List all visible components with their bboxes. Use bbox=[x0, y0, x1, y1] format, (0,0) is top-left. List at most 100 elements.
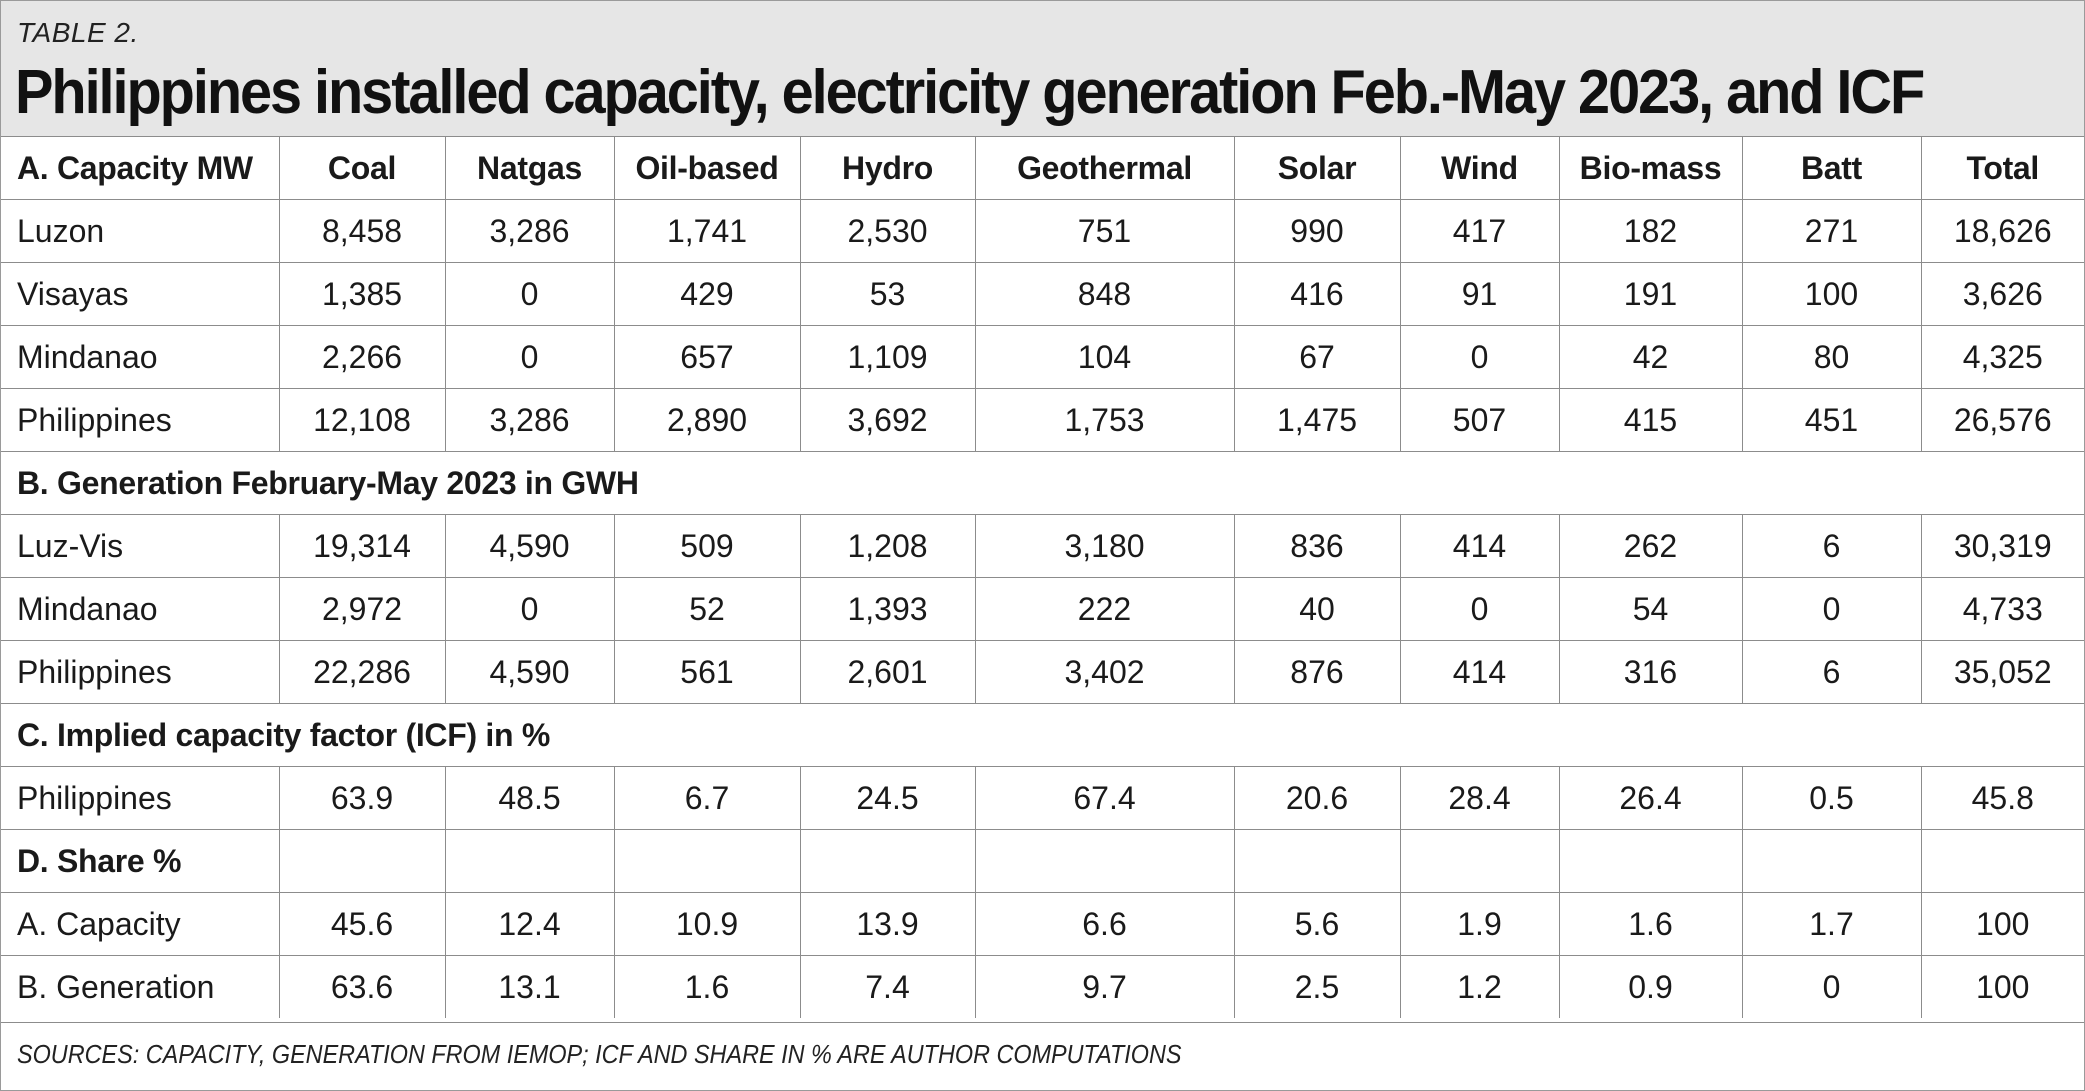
section-d-heading: D. Share % bbox=[1, 829, 279, 893]
table-cell: 3,402 bbox=[974, 640, 1234, 704]
table-cell: 0 bbox=[444, 325, 614, 389]
empty-cell bbox=[799, 829, 975, 893]
table-cell: 316 bbox=[1558, 640, 1742, 704]
table-cell: 42 bbox=[1558, 325, 1742, 389]
table-cell: 561 bbox=[613, 640, 800, 704]
table-cell: 24.5 bbox=[799, 766, 975, 830]
table-cell: 414 bbox=[1399, 640, 1559, 704]
section-row: C. Implied capacity factor (ICF) in % bbox=[1, 703, 2084, 767]
row-label: Philippines bbox=[1, 640, 279, 704]
empty-cell bbox=[1741, 829, 1921, 893]
column-header: Solar bbox=[1233, 136, 1400, 200]
table-cell: 6.6 bbox=[974, 892, 1234, 956]
table-cell: 0.9 bbox=[1558, 955, 1742, 1018]
column-header: Batt bbox=[1741, 136, 1921, 200]
table-cell: 12.4 bbox=[444, 892, 614, 956]
table-cell: 429 bbox=[613, 262, 800, 326]
table-cell: 2,972 bbox=[278, 577, 445, 641]
table-cell: 657 bbox=[613, 325, 800, 389]
table-cell: 80 bbox=[1741, 325, 1921, 389]
empty-cell bbox=[1233, 829, 1400, 893]
table-row: Luz-Vis 19,314 4,590 509 1,208 3,180 836 414 262… bbox=[1, 514, 2084, 578]
table-cell: 3,180 bbox=[974, 514, 1234, 578]
table-title: Philippines installed capacity, electric… bbox=[15, 58, 1925, 127]
table-cell: 1,741 bbox=[613, 199, 800, 263]
table-cell: 22,286 bbox=[278, 640, 445, 704]
table-cell: 35,052 bbox=[1920, 640, 2084, 704]
table-cell: 104 bbox=[974, 325, 1234, 389]
source-note: SOURCES: CAPACITY, GENERATION FROM IEMOP… bbox=[1, 1022, 2084, 1091]
table-cell: 0 bbox=[1399, 325, 1559, 389]
table-cell: 507 bbox=[1399, 388, 1559, 452]
table-row: Mindanao 2,972 0 52 1,393 222 40 0 54 0 4,733 bbox=[1, 577, 2084, 641]
row-label: Visayas bbox=[1, 262, 279, 326]
table-cell: 1,109 bbox=[799, 325, 975, 389]
table-cell: 836 bbox=[1233, 514, 1400, 578]
empty-cell bbox=[444, 829, 614, 893]
table-cell: 6 bbox=[1741, 514, 1921, 578]
table-cell: 5.6 bbox=[1233, 892, 1400, 956]
table-cell: 182 bbox=[1558, 199, 1742, 263]
table-cell: 262 bbox=[1558, 514, 1742, 578]
header-row: A. Capacity MW Coal Natgas Oil-based Hyd… bbox=[1, 136, 2084, 200]
table-cell: 18,626 bbox=[1920, 199, 2084, 263]
table-cell: 8,458 bbox=[278, 199, 445, 263]
column-header: Total bbox=[1920, 136, 2084, 200]
table-cell: 10.9 bbox=[613, 892, 800, 956]
column-header: Oil-based bbox=[613, 136, 800, 200]
table-cell: 100 bbox=[1741, 262, 1921, 326]
table-cell: 415 bbox=[1558, 388, 1742, 452]
table-cell: 91 bbox=[1399, 262, 1559, 326]
column-header: Bio-mass bbox=[1558, 136, 1742, 200]
table-cell: 1,393 bbox=[799, 577, 975, 641]
table-cell: 26,576 bbox=[1920, 388, 2084, 452]
table-row: Philippines 12,108 3,286 2,890 3,692 1,753 1,4… bbox=[1, 388, 2084, 452]
table-header-band: TABLE 2. Philippines installed capacity,… bbox=[1, 1, 2084, 136]
table-cell: 191 bbox=[1558, 262, 1742, 326]
table-cell: 63.6 bbox=[278, 955, 445, 1018]
column-header: Hydro bbox=[799, 136, 975, 200]
table-cell: 9.7 bbox=[974, 955, 1234, 1018]
table-cell: 417 bbox=[1399, 199, 1559, 263]
table-cell: 4,590 bbox=[444, 640, 614, 704]
empty-cell bbox=[613, 829, 800, 893]
table-cell: 2,601 bbox=[799, 640, 975, 704]
table-cell: 0 bbox=[444, 577, 614, 641]
row-label: Philippines bbox=[1, 388, 279, 452]
table-cell: 4,325 bbox=[1920, 325, 2084, 389]
table-cell: 1,753 bbox=[974, 388, 1234, 452]
table-cell: 67.4 bbox=[974, 766, 1234, 830]
column-header: Geothermal bbox=[974, 136, 1234, 200]
table-cell: 1.6 bbox=[613, 955, 800, 1018]
empty-cell bbox=[1558, 829, 1742, 893]
empty-cell bbox=[278, 829, 445, 893]
row-label: Luzon bbox=[1, 199, 279, 263]
table-cell: 54 bbox=[1558, 577, 1742, 641]
row-label: B. Generation bbox=[1, 955, 279, 1018]
table-cell: 26.4 bbox=[1558, 766, 1742, 830]
table-cell: 2,890 bbox=[613, 388, 800, 452]
data-table: A. Capacity MW Coal Natgas Oil-based Hyd… bbox=[1, 136, 2084, 1018]
row-label: A. Capacity bbox=[1, 892, 279, 956]
empty-cell bbox=[1920, 829, 2084, 893]
table-cell: 40 bbox=[1233, 577, 1400, 641]
table-cell: 848 bbox=[974, 262, 1234, 326]
table-cell: 1,475 bbox=[1233, 388, 1400, 452]
table-cell: 13.9 bbox=[799, 892, 975, 956]
table-cell: 3,286 bbox=[444, 199, 614, 263]
table-cell: 53 bbox=[799, 262, 975, 326]
table-row: B. Generation 63.6 13.1 1.6 7.4 9.7 2.5 1.2 0.9 0… bbox=[1, 955, 2084, 1018]
table-cell: 1.2 bbox=[1399, 955, 1559, 1018]
table-cell: 1,208 bbox=[799, 514, 975, 578]
table-cell: 1,385 bbox=[278, 262, 445, 326]
table-cell: 7.4 bbox=[799, 955, 975, 1018]
section-row: B. Generation February-May 2023 in GWH bbox=[1, 451, 2084, 515]
table-cell: 12,108 bbox=[278, 388, 445, 452]
table-cell: 416 bbox=[1233, 262, 1400, 326]
table-cell: 45.6 bbox=[278, 892, 445, 956]
table-row: Philippines 63.9 48.5 6.7 24.5 67.4 20.6 28.4 26… bbox=[1, 766, 2084, 830]
column-header: Coal bbox=[278, 136, 445, 200]
empty-cell bbox=[1399, 829, 1559, 893]
table-cell: 0 bbox=[1741, 577, 1921, 641]
